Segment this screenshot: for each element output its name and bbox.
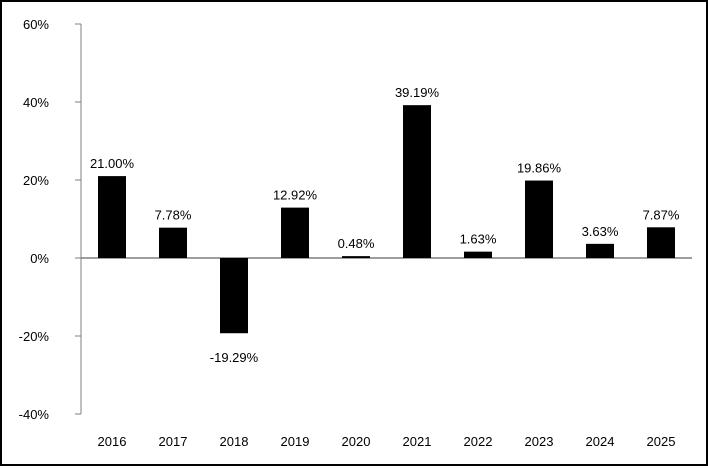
y-tick-label: -40% — [19, 407, 50, 422]
data-label-2022: 1.63% — [460, 232, 497, 247]
bar-2025 — [647, 227, 675, 258]
bar-2021 — [403, 105, 431, 258]
bar-2016 — [98, 176, 126, 258]
bar-2023 — [525, 180, 553, 258]
y-tick-label: 40% — [23, 95, 49, 110]
data-label-2023: 19.86% — [517, 161, 562, 176]
data-label-2019: 12.92% — [273, 188, 318, 203]
x-tick-label-2021: 2021 — [403, 434, 432, 449]
y-tick-label: -20% — [19, 329, 50, 344]
data-label-2021: 39.19% — [395, 85, 440, 100]
bar-2024 — [586, 243, 614, 258]
x-tick-label-2025: 2025 — [647, 434, 676, 449]
data-label-2016: 21.00% — [90, 156, 135, 171]
data-label-2018: -19.29% — [210, 350, 259, 365]
data-label-2025: 7.87% — [643, 207, 680, 222]
x-tick-label-2020: 2020 — [342, 434, 371, 449]
bar-2017 — [159, 227, 187, 258]
x-tick-label-2018: 2018 — [220, 434, 249, 449]
x-tick-label-2019: 2019 — [281, 434, 310, 449]
y-tick-label: 0% — [30, 251, 49, 266]
data-label-2024: 3.63% — [582, 224, 619, 239]
x-tick-label-2024: 2024 — [586, 434, 615, 449]
bar-2019 — [281, 207, 309, 258]
y-tick-label: 20% — [23, 173, 49, 188]
x-tick-label-2017: 2017 — [159, 434, 188, 449]
y-tick-label: 60% — [23, 17, 49, 32]
x-tick-label-2022: 2022 — [464, 434, 493, 449]
bar-2022 — [464, 251, 492, 258]
x-tick-label-2016: 2016 — [98, 434, 127, 449]
bar-2018 — [220, 258, 248, 334]
x-tick-label-2023: 2023 — [525, 434, 554, 449]
data-label-2020: 0.48% — [338, 236, 375, 251]
bar-2020 — [342, 256, 370, 258]
data-label-2017: 7.78% — [155, 208, 192, 223]
